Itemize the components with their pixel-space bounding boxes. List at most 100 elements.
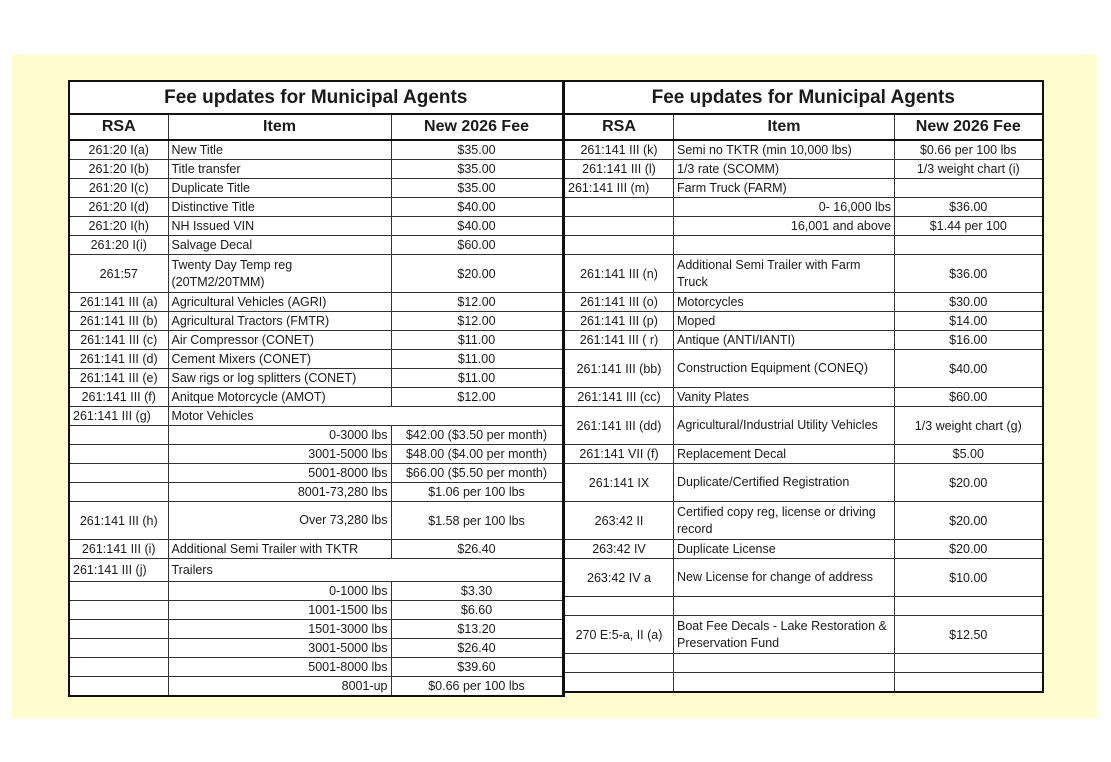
item-cell: Certified copy reg, license or driving r…: [673, 501, 895, 540]
fee-cell: $1.44 per 100: [893, 216, 1044, 236]
item-cell: Duplicate/Certified Registration: [673, 463, 895, 502]
fee-cell: $6.60: [390, 600, 564, 620]
table-row: 261:141 III (d) Cement Mixers (CONET) $11.…: [68, 349, 564, 369]
rsa-cell: 261:57: [68, 254, 169, 293]
item-cell: Duplicate License: [673, 539, 895, 559]
item-cell: 0-1000 lbs: [167, 581, 392, 601]
table-row: 261:57 Twenty Day Temp reg (20TM2/20TMM) $…: [68, 254, 564, 293]
table-row: 16,001 and above $1.44 per 100: [563, 216, 1044, 236]
item-cell: Farm Truck (FARM): [673, 178, 895, 198]
item-cell: Air Compressor (CONET): [167, 330, 392, 350]
rsa-cell: 270 E:5-a, II (a): [563, 615, 674, 654]
rsa-cell: 261:20 I(d): [68, 197, 169, 217]
table-row: 261:141 III (cc) Vanity Plates $60.00: [563, 387, 1044, 407]
fee-cell: $20.00: [893, 501, 1044, 540]
rsa-cell: 261:141 III (g): [68, 406, 169, 426]
fee-cell: $14.00: [893, 311, 1044, 331]
rsa-cell: [563, 235, 674, 255]
item-cell: Saw rigs or log splitters (CONET): [167, 368, 392, 388]
header-item: Item: [673, 113, 895, 141]
fee-cell: 1/3 weight chart (g): [893, 406, 1044, 445]
fee-cell: [893, 596, 1044, 616]
item-cell: 3001-5000 lbs: [167, 444, 392, 464]
item-cell: 0- 16,000 lbs: [673, 197, 895, 217]
header-fee: New 2026 Fee: [893, 113, 1044, 141]
fee-cell: $12.00: [390, 387, 564, 407]
fee-cell: $5.00: [893, 444, 1044, 464]
rsa-cell: [68, 676, 169, 697]
item-cell: Cement Mixers (CONET): [167, 349, 392, 369]
rsa-cell: [68, 425, 169, 445]
fee-cell: [893, 672, 1044, 693]
fee-cell: $26.40: [390, 539, 564, 559]
item-cell: Motorcycles: [673, 292, 895, 312]
rsa-cell: 261:20 I(h): [68, 216, 169, 236]
fee-cell: $36.00: [893, 197, 1044, 217]
fee-cell: $1.06 per 100 lbs: [390, 482, 564, 502]
item-cell: Agricultural Vehicles (AGRI): [167, 292, 392, 312]
item-cell: 5001-8000 lbs: [167, 657, 392, 677]
table-row: 261:141 III (bb) Construction Equipment (…: [563, 349, 1044, 388]
rsa-cell: 261:20 I(i): [68, 235, 169, 255]
rsa-cell: 261:141 III (i): [68, 539, 169, 559]
rsa-cell: 261:20 I(b): [68, 159, 169, 179]
rsa-cell: 261:141 III (bb): [563, 349, 674, 388]
fee-cell: $11.00: [390, 368, 564, 388]
fee-cell: $35.00: [390, 178, 564, 198]
rsa-cell: 261:141 III ( r): [563, 330, 674, 350]
item-cell: [673, 653, 895, 673]
fee-cell: $36.00: [893, 254, 1044, 293]
rsa-cell: [68, 444, 169, 464]
item-cell: 0-3000 lbs: [167, 425, 392, 445]
item-cell: Antique (ANTI/IANTI): [673, 330, 895, 350]
table-row: 261:141 III (dd) Agricultural/Industrial …: [563, 406, 1044, 445]
table-row: 1001-1500 lbs $6.60: [68, 600, 564, 620]
rsa-cell: 261:141 III (o): [563, 292, 674, 312]
rsa-cell: 261:141 III (d): [68, 349, 169, 369]
table-row: 5001-8000 lbs $39.60: [68, 657, 564, 677]
item-cell: Replacement Decal: [673, 444, 895, 464]
rsa-cell: 261:141 IX: [563, 463, 674, 502]
item-cell: 16,001 and above: [673, 216, 895, 236]
table-row: 261:141 VII (f) Replacement Decal $5.00: [563, 444, 1044, 464]
table-row: 0-1000 lbs $3.30: [68, 581, 564, 601]
table-row: 8001-up $0.66 per 100 lbs: [68, 676, 564, 697]
fee-cell: $66.00 ($5.50 per month): [390, 463, 564, 483]
item-cell: New Title: [167, 139, 392, 160]
item-cell: [673, 672, 895, 693]
rsa-cell: 261:141 III (b): [68, 311, 169, 331]
table-row: 8001-73,280 lbs $1.06 per 100 lbs: [68, 482, 564, 502]
fee-cell: $11.00: [390, 349, 564, 369]
item-cell: Salvage Decal: [167, 235, 392, 255]
fee-cell: $11.00: [390, 330, 564, 350]
rsa-cell: 261:141 III (l): [563, 159, 674, 179]
item-cell: Moped: [673, 311, 895, 331]
fee-cell: $60.00: [390, 235, 564, 255]
rsa-cell: 263:42 IV a: [563, 558, 674, 597]
rsa-cell: [68, 619, 169, 639]
table-row: 261:141 IX Duplicate/Certified Registrati…: [563, 463, 1044, 502]
table-row: 3001-5000 lbs $48.00 ($4.00 per month): [68, 444, 564, 464]
rsa-cell: 261:141 III (e): [68, 368, 169, 388]
fee-cell: $30.00: [893, 292, 1044, 312]
table-row: 261:141 III (b) Agricultural Tractors (FM…: [68, 311, 564, 331]
item-cell: 1001-1500 lbs: [167, 600, 392, 620]
table-row: 261:141 III (i) Additional Semi Trailer w…: [68, 539, 564, 559]
rsa-cell: [563, 653, 674, 673]
item-cell: Title transfer: [167, 159, 392, 179]
fee-cell: $1.58 per 100 lbs: [390, 501, 564, 540]
item-cell: 8001-73,280 lbs: [167, 482, 392, 502]
table-row: 261:20 I(h) NH Issued VIN $40.00: [68, 216, 564, 236]
table-row: 261:141 III (n) Additional Semi Trailer w…: [563, 254, 1044, 293]
table-row: 261:141 III (c) Air Compressor (CONET) $11…: [68, 330, 564, 350]
rsa-cell: [563, 216, 674, 236]
item-cell: 1/3 rate (SCOMM): [673, 159, 895, 179]
fee-cell: $40.00: [390, 216, 564, 236]
table-row: 261:141 III (l) 1/3 rate (SCOMM) 1/3 weigh…: [563, 159, 1044, 179]
item-cell: 8001-up: [167, 676, 392, 697]
rsa-cell: 261:141 III (c): [68, 330, 169, 350]
header-fee: New 2026 Fee: [390, 113, 564, 141]
fee-cell: $12.00: [390, 311, 564, 331]
fee-cell: $0.66 per 100 lbs: [893, 139, 1044, 160]
item-cell: 1501-3000 lbs: [167, 619, 392, 639]
